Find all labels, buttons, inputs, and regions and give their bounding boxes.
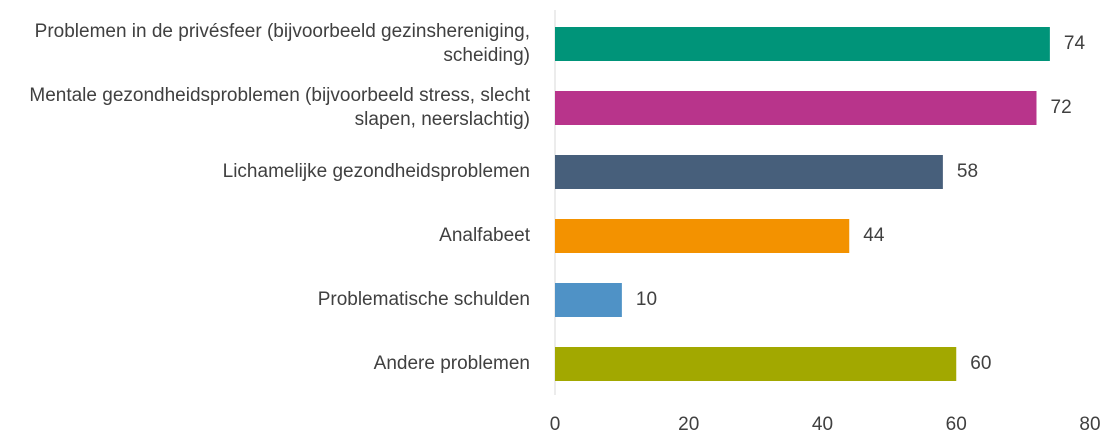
bar: [555, 219, 850, 253]
bar: [555, 283, 622, 317]
value-label: 44: [863, 225, 885, 246]
category-label: Andere problemen: [373, 353, 530, 374]
x-tick-label: 20: [678, 414, 699, 435]
category-label: Lichamelijke gezondheidsproblemen: [222, 161, 530, 182]
category-label: Analfabeet: [439, 225, 530, 246]
value-label: 74: [1064, 33, 1086, 54]
category-label: Mentale gezondheidsproblemen (bijvoorbee…: [29, 85, 530, 130]
bar: [555, 155, 943, 189]
value-label: 60: [970, 353, 991, 374]
bar: [555, 91, 1037, 125]
value-label: 72: [1051, 97, 1072, 118]
bar: [555, 347, 957, 381]
x-tick-label: 0: [550, 414, 561, 435]
bar: [555, 27, 1050, 61]
x-tick-label: 60: [946, 414, 967, 435]
category-label: Problematische schulden: [317, 289, 530, 310]
category-label: Problemen in de privésfeer (bijvoorbeeld…: [34, 21, 530, 66]
value-label: 10: [636, 289, 657, 310]
x-tick-label: 40: [812, 414, 833, 435]
x-tick-label: 80: [1079, 414, 1100, 435]
value-label: 58: [957, 161, 978, 182]
